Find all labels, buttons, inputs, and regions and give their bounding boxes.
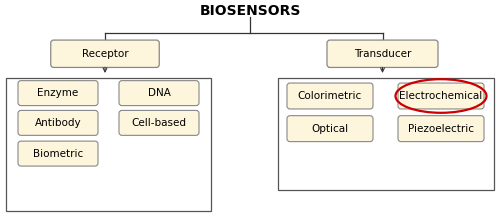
Text: Cell-based: Cell-based [132, 118, 186, 128]
FancyBboxPatch shape [287, 116, 373, 142]
Text: Piezoelectric: Piezoelectric [408, 124, 474, 134]
FancyBboxPatch shape [398, 83, 484, 109]
FancyBboxPatch shape [398, 116, 484, 142]
FancyBboxPatch shape [119, 81, 199, 106]
FancyBboxPatch shape [18, 110, 98, 135]
FancyBboxPatch shape [18, 81, 98, 106]
Text: Biometric: Biometric [33, 149, 83, 159]
Text: Optical: Optical [312, 124, 348, 134]
FancyBboxPatch shape [287, 83, 373, 109]
FancyBboxPatch shape [119, 110, 199, 135]
Text: DNA: DNA [148, 88, 171, 98]
FancyBboxPatch shape [18, 141, 98, 166]
FancyBboxPatch shape [327, 40, 438, 67]
Text: Colorimetric: Colorimetric [298, 91, 362, 101]
Text: Receptor: Receptor [82, 49, 128, 59]
Bar [6, 78, 211, 211]
Bar [278, 78, 494, 190]
Text: Enzyme: Enzyme [38, 88, 78, 98]
Text: Antibody: Antibody [34, 118, 82, 128]
Text: Electrochemical: Electrochemical [400, 91, 482, 101]
Text: Transducer: Transducer [354, 49, 411, 59]
FancyBboxPatch shape [51, 40, 159, 67]
Text: BIOSENSORS: BIOSENSORS [200, 4, 300, 18]
